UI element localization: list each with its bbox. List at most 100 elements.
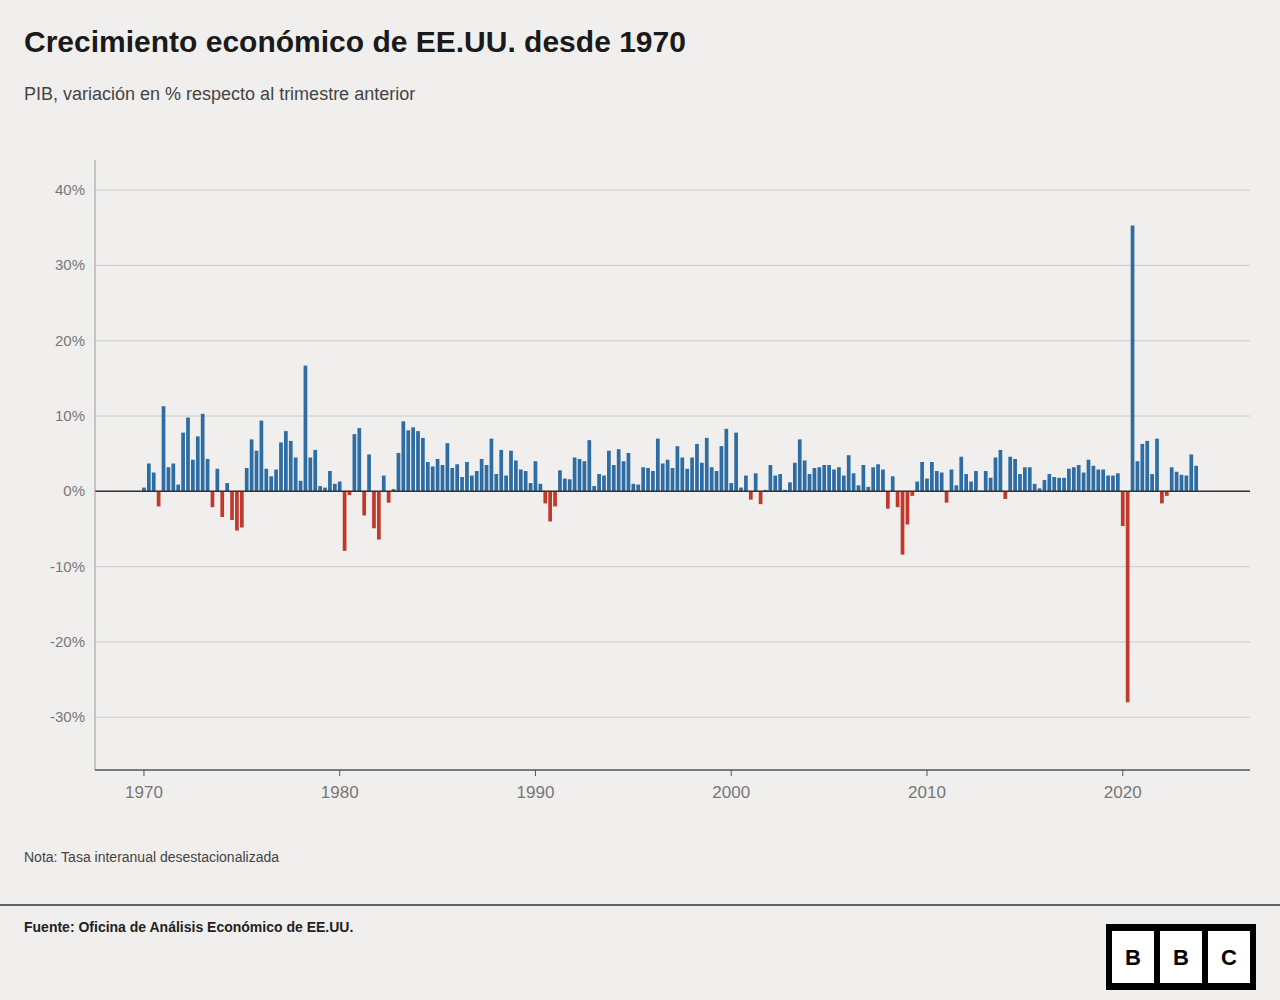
bar [715, 471, 719, 491]
bar [465, 462, 469, 491]
bar [328, 471, 332, 491]
bar [1052, 477, 1056, 491]
bar [862, 465, 866, 491]
bar [284, 431, 288, 491]
bar [401, 421, 405, 491]
bar [700, 463, 704, 492]
bar [1116, 473, 1120, 491]
bar [157, 491, 161, 506]
bar [857, 485, 861, 491]
x-axis-line [95, 769, 1250, 771]
bar [534, 461, 538, 491]
bar [162, 406, 166, 491]
bar [999, 450, 1003, 491]
bar [225, 483, 229, 491]
grid-line [95, 416, 1250, 417]
bar [1194, 466, 1198, 492]
bar [901, 491, 905, 554]
background [0, 0, 1280, 1000]
x-tick-label: 2020 [1104, 783, 1142, 802]
bar [622, 461, 626, 491]
bar [847, 455, 851, 491]
logo-letter: B [1173, 945, 1189, 970]
bar [813, 468, 817, 491]
bar [215, 469, 219, 492]
bar [1145, 441, 1149, 491]
logo-box [1112, 931, 1154, 983]
bar [1106, 476, 1110, 492]
y-tick-label: -30% [50, 708, 85, 725]
bar [1140, 444, 1144, 491]
bar [1087, 460, 1091, 492]
bar [994, 457, 998, 491]
bar [563, 479, 567, 492]
bar [788, 482, 792, 491]
bar [842, 476, 846, 492]
x-tick [143, 770, 144, 776]
bar [1175, 472, 1179, 492]
bar [509, 451, 513, 492]
bar [1043, 480, 1047, 491]
x-ticks: 197019801990200020102020 [125, 770, 1142, 802]
bar [1003, 491, 1007, 499]
grid-line [95, 190, 1250, 191]
bar [318, 486, 322, 491]
bar [220, 491, 224, 517]
bar [279, 442, 283, 491]
bar [431, 467, 435, 492]
logo-box [1208, 931, 1250, 983]
bar [524, 471, 528, 491]
bar [871, 467, 875, 491]
bar [798, 439, 802, 491]
bar [803, 460, 807, 491]
grid-line [95, 265, 1250, 266]
bar [729, 483, 733, 491]
bar [1033, 484, 1037, 492]
logo: BBC [1106, 924, 1256, 990]
y-axis-line [95, 160, 96, 770]
bar [749, 491, 753, 499]
bar [1047, 474, 1051, 491]
bar [294, 457, 298, 491]
bar [906, 491, 910, 524]
x-tick [1122, 770, 1123, 776]
bar [313, 450, 317, 491]
bar [308, 457, 312, 491]
bar [357, 428, 361, 491]
bar [274, 470, 278, 492]
bar [1028, 467, 1032, 491]
bar [543, 491, 547, 503]
bar [925, 479, 929, 492]
bar [553, 491, 557, 506]
bar [940, 473, 944, 492]
bar [568, 479, 572, 491]
bar [499, 450, 503, 491]
bar [1092, 466, 1096, 492]
bar [230, 491, 234, 520]
bar [685, 469, 689, 492]
bar [411, 427, 415, 491]
bar [881, 470, 885, 492]
y-tick-labels: 40%30%20%10%0%-10%-20%-30% [50, 181, 85, 725]
bar [769, 465, 773, 491]
grid [95, 190, 1250, 717]
bar [494, 474, 498, 491]
bar [852, 473, 856, 491]
bar [250, 439, 254, 491]
bar [989, 478, 993, 492]
bar [817, 467, 821, 491]
subtitle: PIB, variación en % respecto al trimestr… [24, 84, 415, 104]
bar [171, 463, 175, 491]
bar [255, 451, 259, 492]
bar [671, 468, 675, 491]
bar [915, 482, 919, 492]
bar [964, 474, 968, 491]
bar [455, 464, 459, 491]
bar [744, 476, 748, 492]
grid-line [95, 340, 1250, 341]
grid-line [95, 641, 1250, 642]
logo-box [1160, 931, 1202, 983]
x-tick-label: 1980 [321, 783, 359, 802]
bar [592, 486, 596, 491]
bar [264, 469, 268, 492]
